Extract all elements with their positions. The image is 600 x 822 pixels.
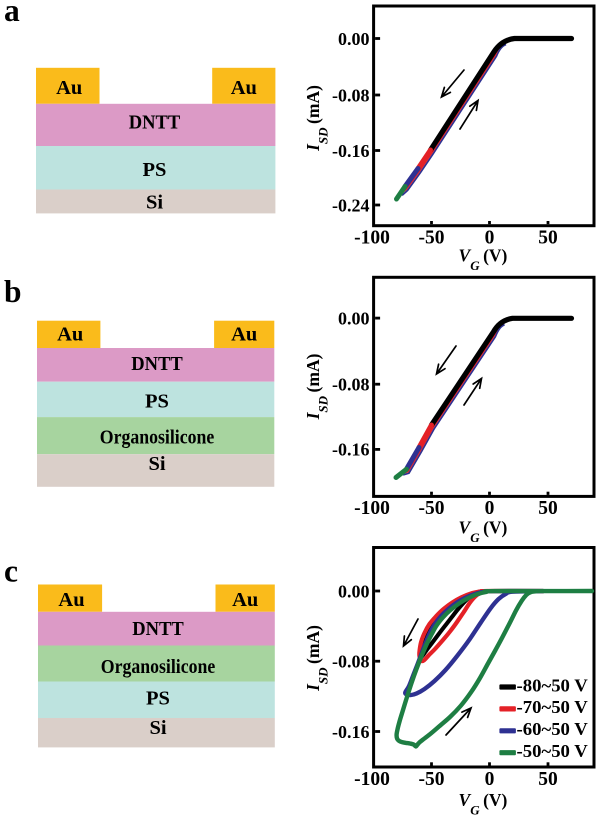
svg-text:Au: Au — [58, 589, 84, 611]
svg-text:-0.08: -0.08 — [332, 85, 370, 105]
svg-text:0: 0 — [485, 498, 495, 519]
svg-text:Au: Au — [231, 324, 257, 346]
svg-text:0.00: 0.00 — [338, 29, 370, 49]
svg-text:Au: Au — [232, 589, 258, 611]
svg-text:Si: Si — [149, 717, 166, 739]
svg-text:Organosilicone: Organosilicone — [101, 656, 216, 678]
svg-text:PS: PS — [143, 159, 167, 181]
svg-text:b: b — [4, 274, 22, 309]
svg-text:-50~50 V: -50~50 V — [517, 741, 588, 761]
svg-text:-80~50 V: -80~50 V — [517, 675, 588, 695]
svg-text:c: c — [4, 554, 18, 589]
svg-text:VG (V): VG (V) — [459, 518, 508, 546]
svg-text:50: 50 — [538, 769, 558, 790]
svg-text:DNTT: DNTT — [129, 112, 181, 134]
svg-text:ISD (mA): ISD (mA) — [303, 625, 331, 692]
svg-text:Organosilicone: Organosilicone — [100, 426, 215, 448]
svg-text:ISD (mA): ISD (mA) — [303, 85, 331, 152]
svg-text:a: a — [4, 0, 20, 28]
svg-text:-0.08: -0.08 — [332, 375, 370, 395]
svg-text:0: 0 — [485, 769, 495, 790]
svg-text:Au: Au — [56, 77, 82, 99]
svg-text:-100: -100 — [354, 227, 390, 248]
svg-text:-50: -50 — [419, 498, 445, 519]
svg-text:Au: Au — [57, 324, 83, 346]
svg-text:-70~50 V: -70~50 V — [517, 697, 588, 717]
svg-text:DNTT: DNTT — [132, 618, 184, 640]
svg-text:VG (V): VG (V) — [459, 246, 508, 274]
svg-text:-0.16: -0.16 — [332, 440, 370, 460]
svg-text:-50: -50 — [419, 769, 445, 790]
svg-text:-0.24: -0.24 — [332, 195, 370, 215]
svg-text:-50: -50 — [419, 227, 445, 248]
svg-text:ISD (mA): ISD (mA) — [303, 353, 331, 420]
svg-text:DNTT: DNTT — [131, 353, 183, 375]
svg-text:50: 50 — [538, 498, 558, 519]
svg-text:VG (V): VG (V) — [459, 790, 508, 817]
svg-text:-0.08: -0.08 — [332, 652, 370, 672]
svg-text:Si: Si — [146, 191, 163, 213]
svg-text:-0.16: -0.16 — [332, 722, 370, 742]
svg-text:0: 0 — [485, 227, 495, 248]
svg-text:PS: PS — [146, 688, 170, 710]
svg-text:50: 50 — [538, 227, 558, 248]
svg-text:Au: Au — [231, 77, 257, 99]
svg-text:-100: -100 — [354, 498, 390, 519]
svg-text:-60~50 V: -60~50 V — [517, 719, 588, 739]
svg-text:PS: PS — [145, 390, 169, 412]
svg-text:-0.16: -0.16 — [332, 141, 370, 161]
svg-text:0.00: 0.00 — [338, 308, 370, 328]
svg-text:0.00: 0.00 — [338, 581, 370, 601]
svg-text:Si: Si — [148, 453, 165, 475]
svg-text:-100: -100 — [354, 769, 390, 790]
